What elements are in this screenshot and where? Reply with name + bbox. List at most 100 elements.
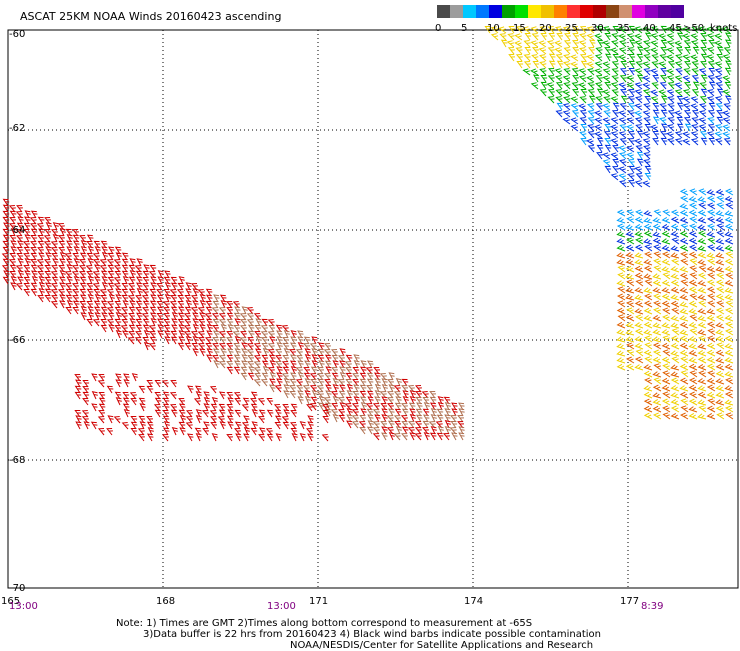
wind-barb: [661, 384, 671, 392]
wind-barb: [680, 356, 689, 364]
wind-barb: [199, 294, 206, 303]
wind-barb: [602, 68, 611, 76]
wind-barb: [616, 329, 626, 336]
wind-barb: [283, 378, 290, 387]
wind-barb: [282, 337, 290, 345]
wind-barb: [30, 241, 37, 249]
wind-barb: [148, 271, 156, 279]
wind-barb: [226, 434, 234, 442]
wind-barb: [415, 391, 423, 399]
wind-barb: [634, 180, 643, 188]
wind-barb: [643, 238, 653, 245]
wind-barb: [602, 117, 611, 125]
wind-barb: [372, 427, 380, 435]
wind-barb: [275, 324, 283, 333]
wind-barb: [94, 312, 101, 321]
wind-barb: [213, 294, 220, 303]
wind-barb: [59, 300, 66, 309]
wind-barb: [698, 117, 707, 125]
wind-barb: [87, 312, 94, 321]
wind-barb: [722, 131, 731, 139]
wind-barb: [3, 222, 10, 231]
wind-barb: [220, 324, 227, 333]
wind-barb: [706, 391, 716, 399]
wind-barb: [92, 283, 100, 291]
wind-barb: [429, 396, 437, 405]
wind-barb: [74, 410, 82, 418]
wind-barb: [266, 398, 274, 406]
wind-barb: [338, 355, 345, 363]
wind-barb: [38, 228, 45, 237]
wind-barb: [443, 396, 451, 405]
wind-barb: [618, 26, 627, 34]
wind-barb: [184, 319, 192, 327]
wind-barb: [393, 385, 401, 393]
map-frame: [7, 29, 739, 589]
wind-barb: [618, 82, 627, 90]
wind-barb: [643, 145, 651, 153]
wind-barb: [458, 408, 465, 417]
wind-barb: [2, 240, 10, 249]
wind-barb: [676, 47, 683, 55]
wind-barb: [707, 209, 716, 217]
wind-barb: [579, 47, 587, 55]
wind-barb: [143, 342, 150, 351]
wind-barb: [218, 313, 226, 321]
wind-barb: [253, 343, 261, 351]
wind-barb: [177, 342, 185, 351]
wind-barb: [700, 88, 708, 97]
wind-barb: [206, 324, 213, 333]
wind-barb: [587, 124, 595, 132]
wind-barb: [716, 412, 725, 420]
wind-barb: [724, 231, 734, 238]
wind-barb: [634, 265, 644, 273]
wind-barb: [79, 294, 87, 303]
wind-barb: [233, 312, 241, 321]
wind-barb: [651, 82, 659, 90]
wind-barb: [653, 265, 662, 273]
wind-barb: [587, 145, 595, 153]
wind-barb: [634, 294, 644, 301]
wind-barb: [177, 301, 185, 309]
wind-barb: [661, 287, 671, 294]
wind-barb: [679, 385, 689, 392]
wind-barb: [93, 289, 101, 297]
wind-barb: [366, 408, 374, 417]
wind-barb: [697, 259, 707, 266]
wind-barb: [625, 363, 635, 371]
wind-barb: [142, 277, 150, 285]
wind-barb: [500, 39, 508, 48]
wind-barb: [310, 403, 317, 411]
wind-barb: [562, 89, 571, 97]
wind-barb: [706, 131, 715, 139]
wind-barb: [724, 81, 732, 90]
wind-barb: [101, 246, 108, 255]
wind-barb: [679, 188, 689, 196]
wind-barb: [163, 421, 170, 430]
wind-barb: [16, 222, 24, 231]
legend-swatch: [567, 5, 580, 18]
wind-barb: [240, 331, 247, 339]
wind-barb: [227, 421, 234, 430]
wind-barb: [276, 372, 283, 381]
wind-barb: [515, 26, 523, 34]
wind-barb: [226, 392, 234, 400]
wind-barb: [594, 61, 603, 69]
legend-swatch: [437, 5, 450, 18]
wind-barb: [130, 398, 138, 406]
wind-barb: [660, 109, 668, 118]
wind-barb: [79, 259, 86, 267]
wind-barb: [579, 33, 587, 41]
wind-barb: [635, 349, 644, 357]
wind-barb: [724, 258, 734, 266]
wind-barb: [149, 336, 157, 345]
wind-barb: [135, 270, 143, 279]
wind-barb: [659, 103, 667, 111]
wind-barb: [652, 138, 659, 146]
wind-barb: [367, 414, 374, 423]
wind-barb: [388, 408, 395, 417]
wind-barb: [587, 103, 595, 111]
wind-barb: [619, 75, 627, 83]
wind-barb: [715, 124, 723, 132]
wind-barb: [186, 433, 194, 442]
